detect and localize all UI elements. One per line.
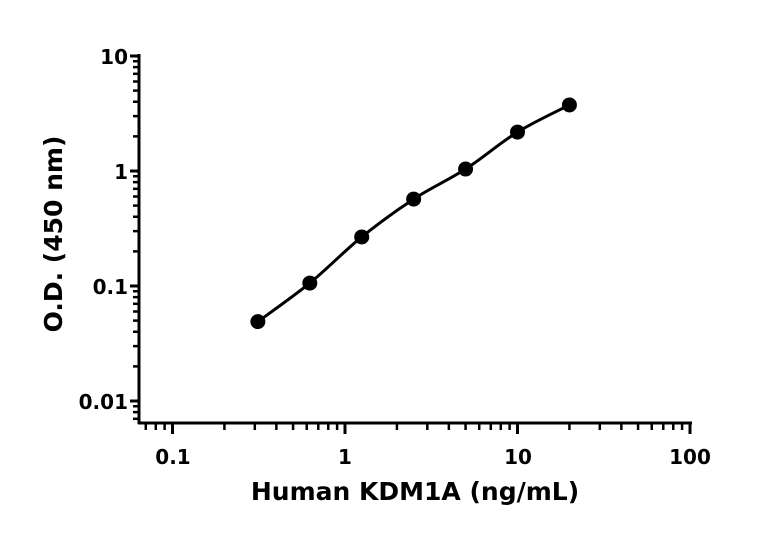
x-tick-labels: 0.1 1 10 100 <box>155 445 711 469</box>
y-axis-title: O.D. (450 nm) <box>39 136 68 333</box>
data-point <box>458 161 474 177</box>
x-axis-title: Human KDM1A (ng/mL) <box>251 477 579 506</box>
y-tick-labels: 10 1 0.1 0.01 <box>79 45 128 414</box>
x-tick-label: 0.1 <box>155 445 190 469</box>
x-axis-major-ticks <box>171 423 692 434</box>
x-tick-label: 100 <box>669 445 711 469</box>
data-points <box>250 97 577 330</box>
y-tick-label: 0.01 <box>79 390 128 414</box>
data-point <box>406 191 422 207</box>
y-tick-label: 1 <box>114 160 128 184</box>
data-point <box>510 124 525 140</box>
data-point <box>354 229 370 245</box>
x-tick-label: 10 <box>504 445 532 469</box>
x-tick-label: 1 <box>338 445 352 469</box>
y-axis-major-ticks <box>130 54 139 403</box>
y-tick-label: 10 <box>100 45 128 69</box>
y-tick-label: 0.1 <box>93 275 128 299</box>
data-point <box>561 97 577 113</box>
data-point <box>250 314 266 330</box>
data-point <box>302 275 318 291</box>
